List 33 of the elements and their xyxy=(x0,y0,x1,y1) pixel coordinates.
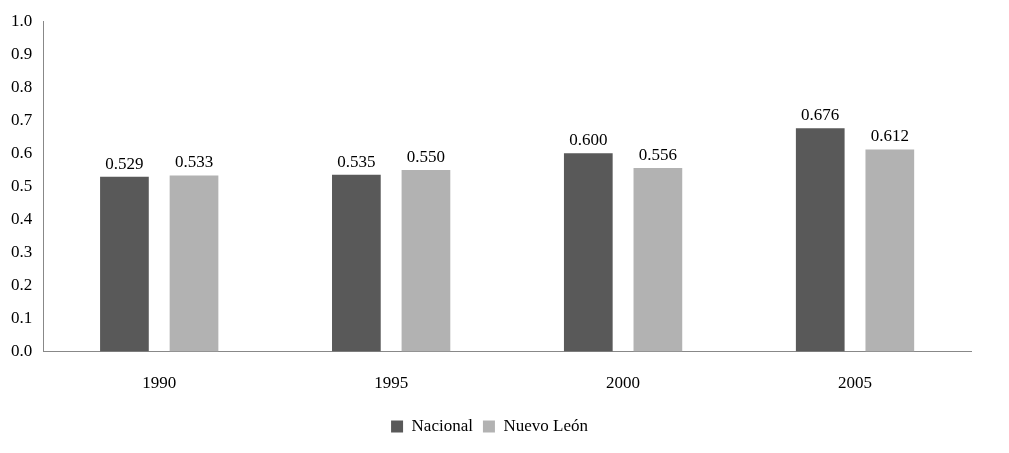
y-tick-label: 0.0 xyxy=(11,341,33,361)
y-tick-label: 0.4 xyxy=(11,208,33,228)
data-label: 0.535 xyxy=(337,151,376,171)
bar xyxy=(865,149,915,352)
x-tick-label: 1995 xyxy=(374,373,409,393)
bar xyxy=(100,176,149,352)
data-label: 0.556 xyxy=(638,144,678,164)
bar xyxy=(633,167,683,352)
data-label: 0.529 xyxy=(105,153,144,173)
x-tick-label: 2005 xyxy=(838,373,873,393)
data-label: 0.550 xyxy=(406,146,446,166)
data-label: 0.533 xyxy=(174,152,214,172)
y-tick-label: 0.5 xyxy=(11,175,33,195)
data-label: 0.676 xyxy=(801,105,840,125)
y-tick-label: 0.1 xyxy=(11,308,33,328)
bar xyxy=(332,174,381,352)
bar xyxy=(563,153,613,352)
bar xyxy=(401,169,451,352)
y-tick-label: 1.0 xyxy=(11,10,33,30)
legend-label: Nuevo León xyxy=(503,415,589,435)
y-tick-label: 0.8 xyxy=(11,76,33,96)
y-tick-label: 0.7 xyxy=(11,109,33,129)
legend-label: Nacional xyxy=(411,415,474,435)
x-tick-label: 1990 xyxy=(142,373,177,393)
data-label: 0.612 xyxy=(870,126,909,146)
x-tick-label: 2000 xyxy=(606,373,641,393)
y-tick-label: 0.9 xyxy=(11,43,33,63)
bar xyxy=(169,175,219,352)
data-label: 0.600 xyxy=(569,130,608,150)
y-tick-label: 0.2 xyxy=(11,274,33,294)
y-tick-label: 0.6 xyxy=(11,142,33,162)
bar xyxy=(795,128,845,352)
y-tick-label: 0.3 xyxy=(11,241,33,261)
